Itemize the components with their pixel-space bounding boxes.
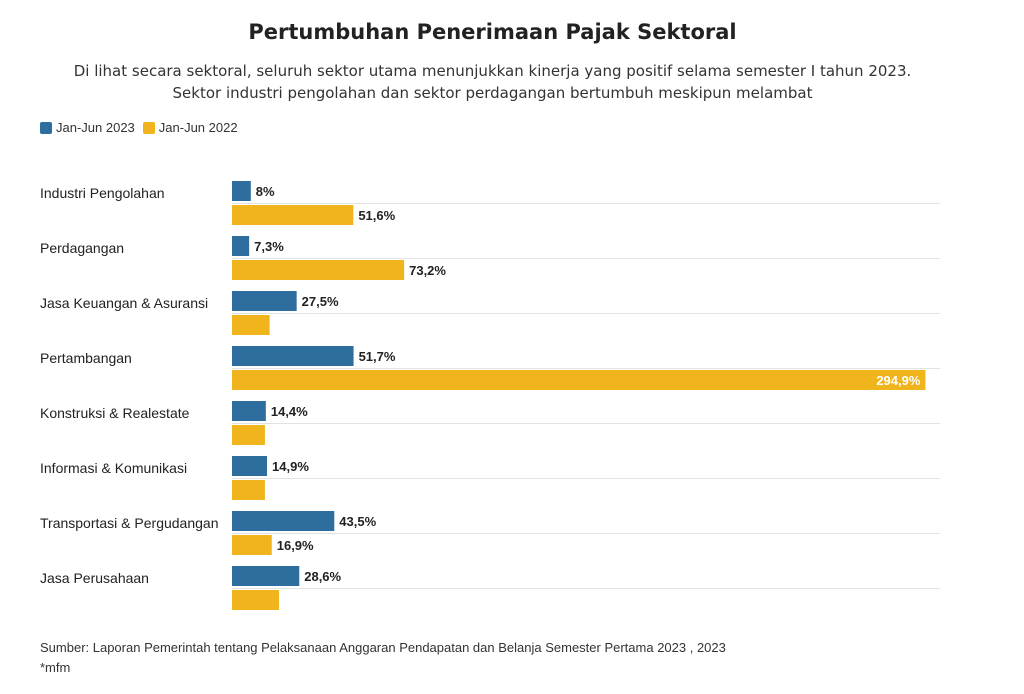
data-label: 294,9% — [876, 373, 921, 388]
data-label: 73,2% — [409, 263, 446, 278]
source-text: Sumber: Laporan Pemerintah tentang Pelak… — [40, 640, 726, 655]
footer: Sumber: Laporan Pemerintah tentang Pelak… — [40, 638, 726, 678]
subtitle-line-2: Sektor industri pengolahan dan sektor pe… — [172, 84, 813, 102]
category-label: Jasa Perusahaan — [40, 570, 149, 586]
subtitle-line-1: Di lihat secara sektoral, seluruh sektor… — [73, 62, 912, 80]
category-label: Informasi & Komunikasi — [40, 460, 187, 476]
data-label: 28,6% — [304, 569, 341, 584]
category-label: Transportasi & Pergudangan — [40, 515, 218, 531]
data-label: 43,5% — [339, 514, 376, 529]
bar — [232, 566, 300, 586]
bar — [232, 456, 268, 476]
note-text: *mfm — [40, 660, 71, 675]
bar — [232, 401, 266, 421]
data-label: 27,5% — [302, 294, 339, 309]
bar — [232, 291, 297, 311]
category-label: Pertambangan — [40, 350, 132, 366]
legend-swatch-2023 — [40, 121, 52, 134]
bar — [232, 511, 335, 531]
legend-label-2023: Jan-Jun 2023 — [56, 120, 135, 135]
bar — [232, 181, 251, 201]
bar-chart: Industri Pengolahan 8% 51,6% Perdagangan 7,3… — [40, 181, 940, 610]
bar — [232, 535, 272, 555]
data-label: 16,9% — [277, 538, 314, 553]
bar — [232, 260, 405, 280]
category-label: Jasa Keuangan & Asuransi — [40, 295, 208, 311]
data-label: 14,4% — [271, 404, 308, 419]
data-label: 8% — [256, 184, 275, 199]
bar — [232, 315, 270, 335]
legend-swatch-2022 — [142, 121, 155, 134]
legend-label-2022: Jan-Jun 2022 — [158, 120, 238, 135]
chart-title: Pertumbuhan Penerimaan Pajak Sektoral — [248, 20, 737, 44]
data-label: 14,9% — [272, 459, 309, 474]
data-label: 7,3% — [254, 239, 284, 254]
category-label: Industri Pengolahan — [40, 185, 165, 201]
data-label: 51,7% — [359, 349, 396, 364]
bar — [232, 236, 250, 256]
chart-subtitle: Di lihat secara sektoral, seluruh sektor… — [0, 60, 985, 104]
bar — [232, 480, 265, 500]
bar — [232, 205, 354, 225]
bar — [232, 590, 280, 610]
bar — [232, 346, 354, 366]
bar — [232, 370, 926, 390]
legend-item-2023: Jan-Jun 2023 — [40, 120, 135, 135]
category-label: Perdagangan — [40, 240, 124, 256]
bar — [232, 425, 265, 445]
category-label: Konstruksi & Realestate — [40, 405, 190, 421]
legend-item-2022: Jan-Jun 2022 — [142, 120, 238, 135]
legend: Jan-Jun 2023 Jan-Jun 2022 — [40, 120, 246, 135]
data-label: 51,6% — [358, 208, 395, 223]
